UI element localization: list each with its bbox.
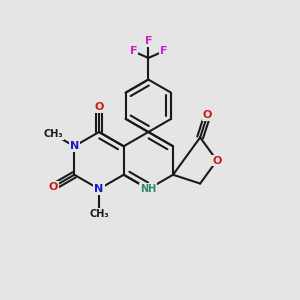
Text: O: O (203, 110, 212, 120)
Text: F: F (130, 46, 137, 56)
Text: O: O (212, 155, 222, 166)
Text: F: F (160, 46, 167, 56)
Text: N: N (70, 141, 79, 151)
Text: O: O (48, 182, 58, 192)
Text: CH₃: CH₃ (89, 208, 109, 219)
Text: N: N (94, 184, 103, 194)
Text: CH₃: CH₃ (43, 129, 63, 139)
Text: F: F (145, 37, 152, 46)
Text: O: O (94, 102, 104, 112)
Text: NH: NH (140, 184, 157, 194)
